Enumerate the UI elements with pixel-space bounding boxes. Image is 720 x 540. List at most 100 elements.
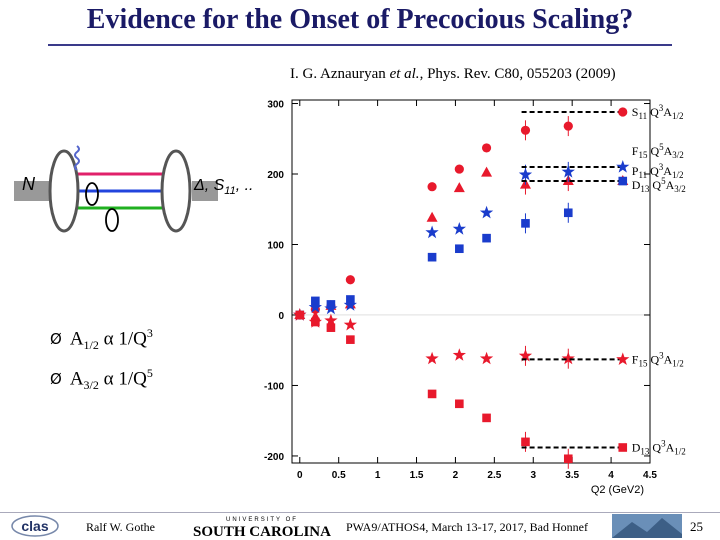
bullet-arrow-icon: Ø (50, 370, 62, 389)
data-point (561, 164, 575, 178)
data-point (295, 310, 305, 320)
data-point (326, 323, 336, 332)
resonance-line-out (192, 181, 218, 201)
y-tick-label: 100 (267, 240, 284, 251)
asymptote-marker (616, 160, 630, 173)
asymptote-marker (618, 107, 628, 117)
data-point (452, 348, 466, 361)
nucleon-line-in (14, 181, 52, 201)
x-tick-label: 2 (453, 470, 459, 481)
data-point (455, 244, 464, 254)
bullet-arrow-icon: Ø (50, 330, 62, 349)
svg-text:clas: clas (21, 518, 48, 534)
clas-logo: clas (11, 515, 59, 537)
data-point (455, 399, 464, 409)
data-point (521, 437, 530, 447)
nucleon-blob (48, 149, 80, 233)
asymptote-label: F15 Q3A1/2 (632, 350, 684, 368)
data-point (425, 351, 439, 365)
resonance-blob (160, 149, 192, 233)
x-tick-label: 4 (608, 470, 614, 481)
asymptote-marker (618, 176, 628, 186)
data-point (452, 222, 466, 235)
citation-journal: , Phys. Rev. C80, 055203 (2009) (419, 66, 616, 82)
slide-title: Evidence for the Onset of Precocious Sca… (86, 4, 634, 35)
data-point (481, 166, 493, 177)
data-point (345, 275, 355, 285)
data-point (563, 208, 573, 218)
data-point (482, 413, 491, 423)
x-tick-label: 3.5 (565, 470, 579, 481)
x-tick-label: 1.5 (410, 470, 424, 481)
asymptote-label: F15 Q5A3/2 (632, 142, 684, 160)
x-axis-label: Q2 (GeV2) (591, 484, 644, 496)
citation-etal: et al. (389, 66, 420, 82)
asymptote-label: D13 Q3A1/2 (632, 438, 686, 456)
bullet-a12-scaling: Ø A1/2 α 1/Q3 (50, 326, 153, 353)
photon-line (74, 145, 80, 171)
data-point (518, 167, 533, 181)
data-point (326, 300, 336, 309)
data-point (520, 125, 531, 135)
data-point (427, 182, 437, 192)
x-tick-label: 0.5 (332, 470, 346, 481)
footer-author: Ralf W. Gothe (86, 520, 155, 534)
x-tick-label: 1 (375, 470, 381, 481)
nucleon-label: N (22, 174, 36, 194)
data-point (563, 121, 573, 131)
footer-conference: PWA9/ATHOS4, March 13-17, 2017, Bad Honn… (346, 520, 588, 534)
scaling-chart: 300 200 100 0 -100 -200 0 0.5 1 1.5 2 2.5 3 3.5 4 4.5 Q2… (264, 99, 686, 496)
transition-diagram: N Δ, S11, ... (14, 145, 254, 233)
bullet-a32-scaling: Ø A3/2 α 1/Q5 (50, 366, 153, 393)
data-point (343, 298, 357, 311)
plot-frame (291, 99, 651, 464)
x-tick-label: 3 (530, 470, 536, 481)
x-tick-label: 0 (297, 470, 303, 481)
data-point (343, 317, 357, 331)
title-underline (48, 44, 672, 46)
x-tick-label: 2.5 (487, 470, 501, 481)
data-point (518, 348, 533, 362)
data-point (482, 233, 491, 243)
citation-author: I. G. Aznauryan (290, 66, 390, 82)
x-tick-label: 4.5 (643, 470, 657, 481)
asymptote-label: P11 Q3A1/2 (632, 162, 684, 180)
citation: I. G. Aznauryan et al., Phys. Rev. C80, … (290, 66, 616, 83)
data-point (479, 351, 494, 365)
gluon-loop-1 (85, 182, 99, 206)
data-point (427, 252, 437, 262)
data-point (426, 211, 438, 222)
data-point (453, 182, 465, 193)
data-point (481, 143, 492, 153)
data-point (311, 317, 320, 327)
data-point (561, 351, 575, 365)
data-point (346, 335, 355, 344)
asymptote-marker (616, 352, 630, 365)
data-point (479, 205, 494, 219)
data-point (427, 389, 437, 399)
resonance-label: Δ, S11, ... (193, 177, 254, 197)
y-tick-label: 300 (267, 100, 284, 111)
gluon-loop-2 (105, 208, 119, 232)
data-point (324, 313, 338, 327)
usc-logo: UNIVERSITY OF SOUTH CAROLINA (193, 517, 331, 538)
footer-divider (0, 512, 720, 513)
data-point (454, 164, 464, 174)
y-tick-label: 0 (278, 311, 284, 322)
data-point (425, 225, 439, 239)
data-point (311, 296, 320, 306)
asymptote-label: D13 Q5A3/2 (632, 176, 686, 194)
conference-logo (612, 514, 682, 538)
y-tick-label: -200 (264, 452, 284, 463)
page-number: 25 (690, 519, 703, 534)
data-point (521, 219, 530, 228)
data-point (308, 300, 322, 313)
data-point (346, 295, 355, 304)
y-tick-label: 200 (267, 170, 284, 181)
asymptote-label: S11 Q3A1/2 (632, 103, 684, 121)
svg-text:UNIVERSITY OF: UNIVERSITY OF (226, 517, 298, 523)
svg-text:SOUTH CAROLINA: SOUTH CAROLINA (193, 524, 331, 538)
y-tick-label: -100 (264, 381, 284, 392)
asymptote-marker (618, 443, 628, 452)
data-point (563, 454, 573, 464)
